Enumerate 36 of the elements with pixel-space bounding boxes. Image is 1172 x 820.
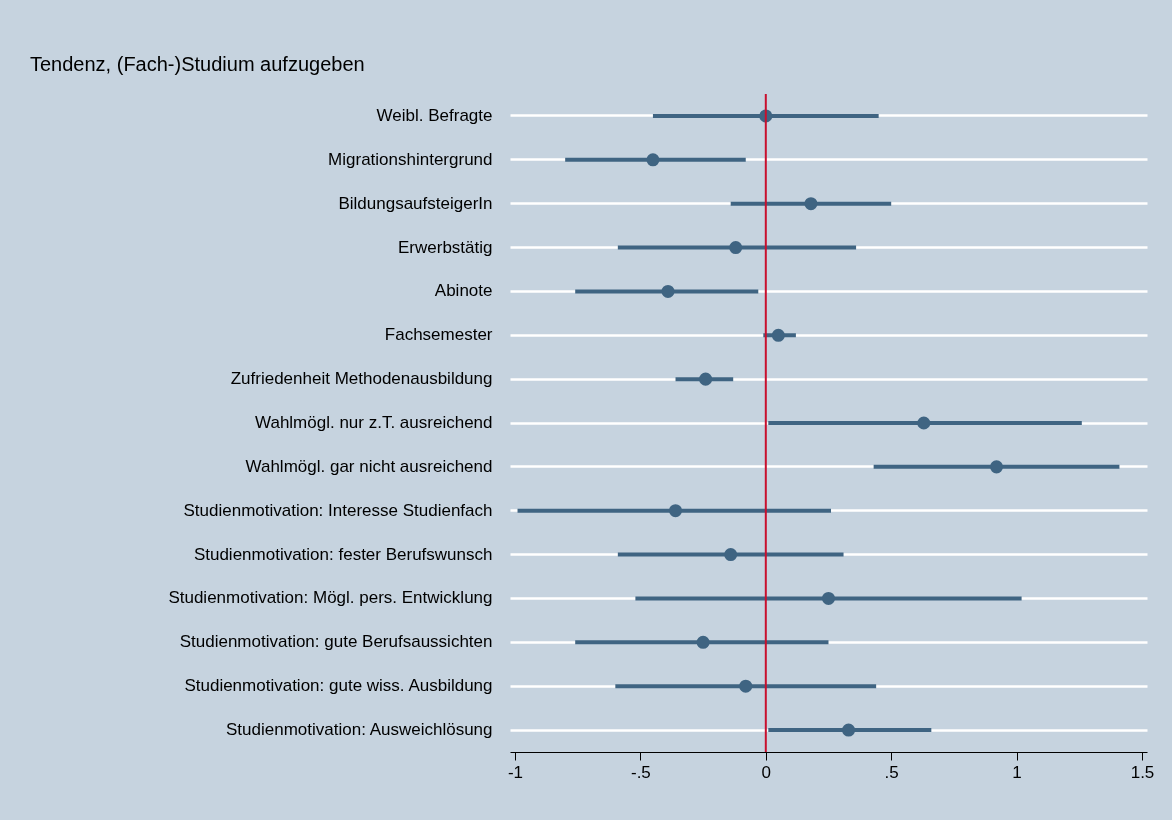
y-tick-label: Fachsemester bbox=[384, 325, 493, 345]
y-tick-label: Studienmotivation: fester Berufswunsch bbox=[193, 544, 493, 564]
point bbox=[739, 679, 753, 693]
y-tick-label: Migrationshintergrund bbox=[328, 149, 493, 169]
point bbox=[661, 284, 675, 298]
point bbox=[669, 504, 683, 518]
y-tick-label: Studienmotivation: Mögl. pers. Entwicklung bbox=[168, 588, 493, 608]
point bbox=[646, 153, 660, 167]
y-tick-label: Wahlmögl. gar nicht ausreichend bbox=[245, 456, 493, 476]
x-tick-label: 1.5 bbox=[1130, 762, 1155, 782]
x-tick-label: 0 bbox=[761, 762, 772, 782]
y-tick-label: Studienmotivation: gute Berufsaussichten bbox=[179, 632, 493, 652]
y-tick-label: Studienmotivation: Ausweichlösung bbox=[226, 720, 493, 740]
y-tick-label: Studienmotivation: gute wiss. Ausbildung bbox=[184, 676, 493, 696]
x-tick-label: -1 bbox=[507, 762, 524, 782]
y-tick-label: Zufriedenheit Methodenausbildung bbox=[230, 369, 493, 389]
point bbox=[990, 460, 1004, 474]
y-tick-label: Erwerbstätig bbox=[398, 237, 493, 257]
point bbox=[729, 241, 743, 255]
y-tick-label: Weibl. Befragte bbox=[376, 105, 493, 125]
point bbox=[699, 372, 713, 386]
text: Tendenz, (Fach-)Studium aufzugeben bbox=[30, 53, 365, 75]
y-tick-label: Wahlmögl. nur z.T. ausreichend bbox=[255, 413, 493, 432]
y-tick-label: BildungsaufsteigerIn bbox=[338, 193, 493, 213]
point bbox=[821, 591, 836, 605]
y-tick-label: Studienmotivation: Interesse Studienfach bbox=[183, 500, 493, 520]
x-tick-label: 1 bbox=[1012, 762, 1022, 782]
point bbox=[917, 416, 931, 430]
point bbox=[842, 723, 856, 737]
point bbox=[804, 197, 818, 211]
point bbox=[771, 328, 785, 342]
x-tick-label: -.5 bbox=[630, 762, 651, 782]
x-tick-label: .5 bbox=[884, 762, 899, 782]
point bbox=[724, 548, 738, 562]
point bbox=[696, 635, 710, 649]
y-tick-label: Abinote bbox=[434, 281, 493, 301]
